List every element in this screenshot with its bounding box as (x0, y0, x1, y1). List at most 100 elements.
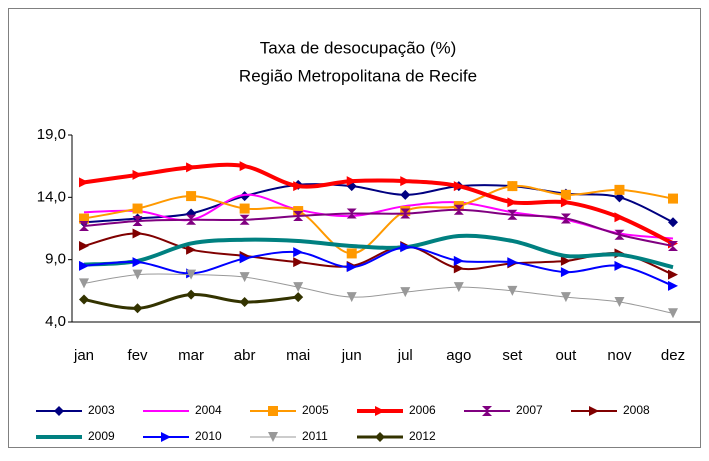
data-point (79, 213, 89, 224)
data-point (614, 184, 625, 195)
data-point (293, 282, 304, 293)
legend-label: 2010 (195, 429, 222, 443)
data-point (668, 193, 678, 204)
data-point (132, 269, 143, 280)
legend-marker (268, 406, 278, 416)
data-point (239, 214, 250, 225)
series-line (83, 273, 674, 314)
data-point (400, 189, 411, 200)
data-point (453, 263, 464, 274)
legend-label: 2007 (516, 403, 543, 417)
y-tick-label: 4,0 (45, 313, 66, 330)
data-point (346, 176, 357, 187)
data-point (132, 203, 143, 214)
data-point (239, 191, 250, 202)
legend-marker (589, 406, 599, 416)
data-point (560, 255, 571, 266)
data-point (560, 189, 571, 200)
series-line (83, 233, 674, 270)
chart-border (8, 8, 701, 448)
data-point (400, 176, 411, 187)
x-tick-label: jul (397, 347, 413, 364)
data-point (668, 240, 678, 251)
legend-label: 2008 (623, 403, 650, 417)
data-point (293, 257, 304, 268)
x-tick-label: abr (234, 347, 256, 364)
data-point (614, 212, 625, 223)
data-point (453, 181, 464, 192)
data-point (186, 214, 197, 225)
data-point (186, 269, 197, 280)
data-point (186, 191, 197, 202)
chart-subtitle: Região Metropolitana de Recife (239, 66, 477, 85)
data-point (346, 292, 357, 303)
data-point (239, 253, 250, 264)
data-point (507, 197, 518, 208)
data-point (186, 289, 197, 300)
data-point (453, 255, 464, 266)
x-tick-label: nov (607, 347, 632, 364)
data-point (507, 209, 518, 220)
x-tick-label: ago (446, 347, 471, 364)
data-point (346, 248, 357, 259)
data-point (293, 247, 304, 258)
data-point (79, 278, 89, 289)
x-tick-label: jun (341, 347, 362, 364)
data-point (79, 294, 89, 305)
data-point (239, 203, 250, 214)
legend-marker (54, 406, 64, 416)
x-tick-label: out (555, 347, 577, 364)
data-point (79, 177, 89, 188)
data-point (293, 292, 304, 303)
data-point (132, 257, 143, 268)
data-point (293, 181, 304, 192)
y-tick-label: 9,0 (45, 251, 66, 268)
legend-marker (375, 432, 385, 442)
legend-label: 2011 (302, 429, 328, 443)
legend-label: 2009 (88, 429, 115, 443)
data-point (560, 267, 571, 278)
data-point (132, 169, 143, 180)
data-point (668, 280, 678, 291)
data-point (453, 282, 464, 293)
data-point (560, 213, 571, 224)
data-point (346, 262, 357, 273)
legend-marker (482, 406, 492, 416)
data-point (560, 197, 571, 208)
data-point (186, 162, 197, 173)
x-tick-label: mar (178, 347, 204, 364)
data-point (614, 297, 625, 308)
legend-label: 2005 (302, 403, 329, 417)
data-point (239, 161, 250, 172)
data-point (668, 217, 678, 228)
legend-marker (161, 432, 171, 442)
data-point (132, 303, 143, 314)
data-point (507, 181, 518, 192)
y-tick-label: 19,0 (37, 126, 66, 143)
data-point (293, 211, 304, 222)
legend-label: 2006 (409, 403, 436, 417)
data-point (400, 287, 411, 298)
legend-label: 2012 (409, 429, 436, 443)
legend-marker (268, 432, 278, 442)
data-point (132, 216, 143, 227)
data-point (400, 242, 411, 253)
x-tick-label: fev (128, 347, 149, 364)
data-point (186, 244, 197, 255)
data-point (507, 285, 518, 296)
data-point (239, 272, 250, 283)
data-point (346, 208, 357, 219)
x-tick-label: dez (661, 347, 685, 364)
data-point (132, 228, 143, 239)
y-tick-label: 14,0 (37, 188, 66, 205)
data-point (79, 221, 89, 232)
data-point (79, 260, 89, 271)
x-tick-label: jan (73, 347, 94, 364)
data-point (614, 229, 625, 240)
legend-label: 2003 (88, 403, 115, 417)
data-point (614, 260, 625, 271)
data-point (400, 208, 411, 219)
data-point (560, 292, 571, 303)
data-point (668, 308, 678, 319)
